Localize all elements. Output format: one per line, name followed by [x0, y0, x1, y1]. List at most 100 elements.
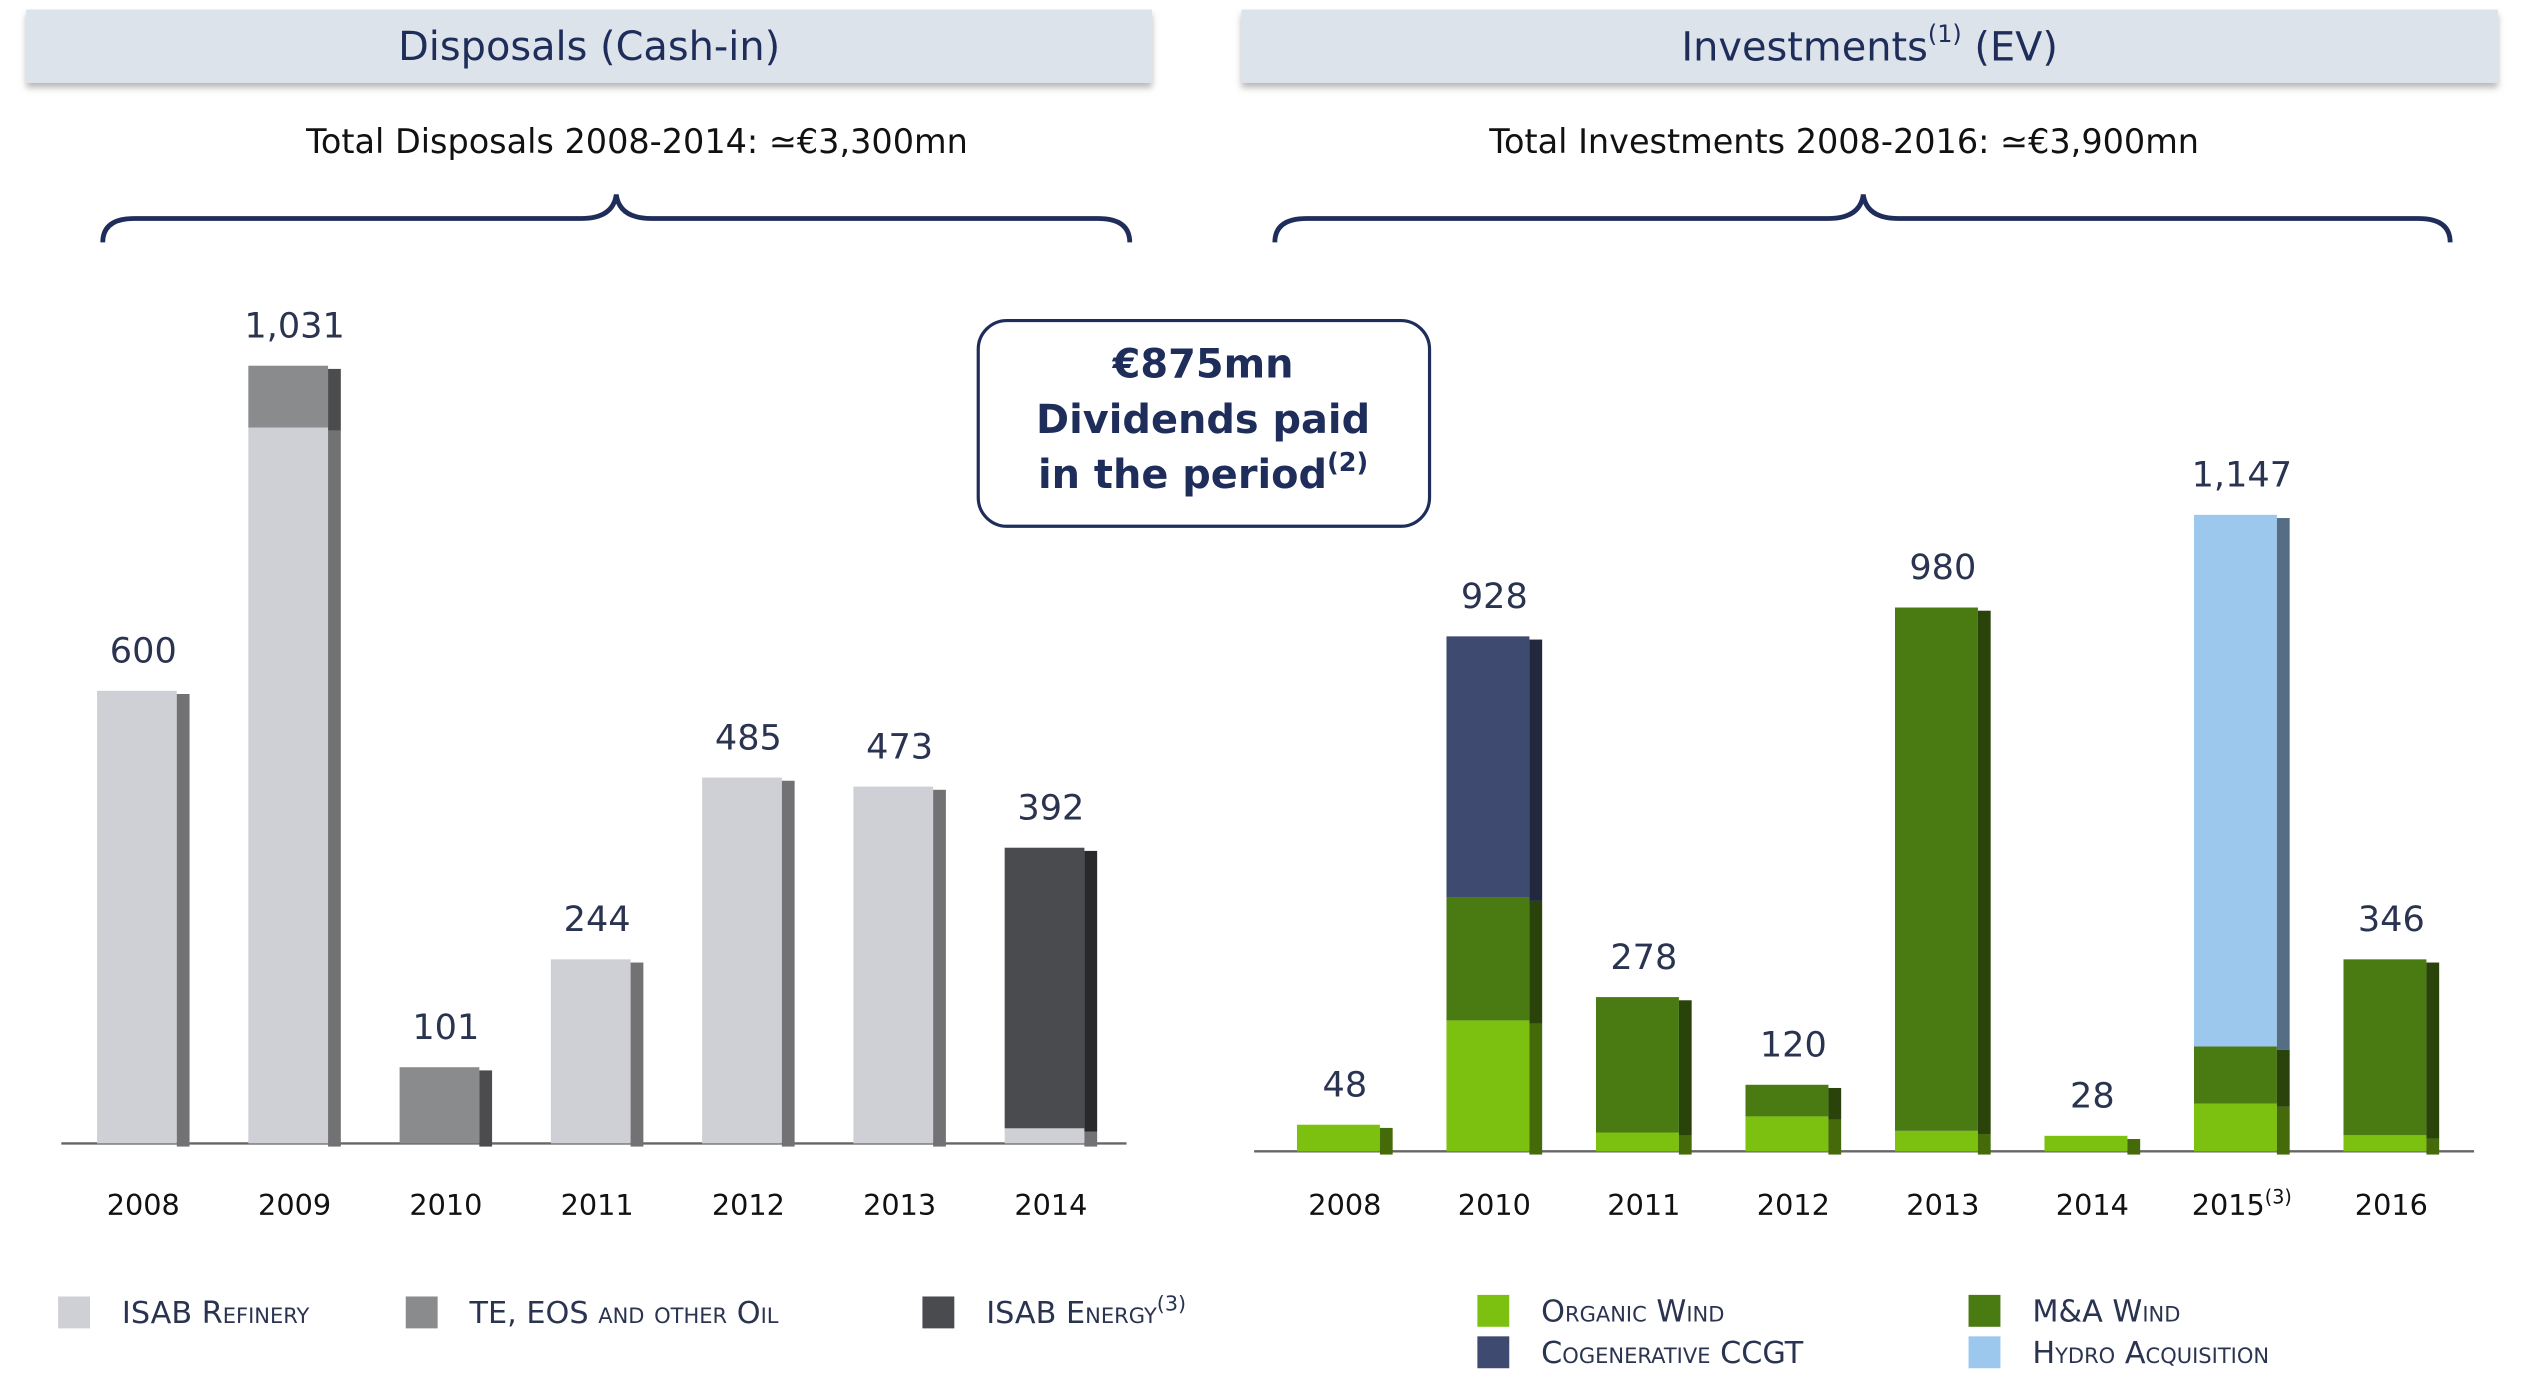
bar-segment	[1595, 1132, 1679, 1152]
bar-side	[2426, 962, 2440, 1139]
category: 2014	[2056, 1188, 2129, 1222]
x-tick-label: 2011	[1607, 1188, 1680, 1222]
category: 2011	[561, 1188, 634, 1222]
bar-side	[1529, 639, 1543, 901]
bar-segment	[1004, 847, 1085, 1129]
header: Investments(1) (EV)	[1681, 20, 2058, 70]
bar-side	[2276, 1049, 2290, 1107]
bar-side	[781, 780, 795, 1147]
bar-segment	[1745, 1116, 1829, 1152]
header-text: Investments	[1681, 24, 1928, 70]
x-tick-label: 2015(3)	[2192, 1185, 2292, 1222]
bar-segment	[1894, 1130, 1978, 1152]
data-label: 101	[412, 1007, 479, 1048]
bar-segment	[1446, 897, 1530, 1021]
bar-segment	[2193, 1103, 2277, 1152]
x-tick-label: 2012	[712, 1188, 785, 1222]
bar-side	[2276, 1106, 2290, 1155]
legend-name: TE, EOS and other Oil	[469, 1296, 779, 1331]
legend-label: TE, EOS and other Oil	[469, 1296, 779, 1331]
data-label: 928	[1461, 576, 1528, 617]
callout-line: in the period	[1038, 451, 1327, 497]
header-box	[1241, 9, 2498, 83]
category: 2012	[1757, 1188, 1830, 1222]
bar-side	[630, 962, 644, 1147]
x-tick-label: 2010	[409, 1188, 482, 1222]
bar-segment	[1446, 1020, 1530, 1152]
category: 2015	[2192, 1188, 2265, 1222]
data-label: 244	[564, 899, 631, 940]
bar-side	[1084, 1131, 1098, 1147]
brace	[1272, 194, 2453, 243]
callout-box	[976, 318, 1432, 528]
bar-segment	[399, 1067, 480, 1144]
data-label: 28	[2070, 1076, 2115, 1117]
bar-segment	[702, 777, 782, 1144]
bar-side	[2276, 518, 2290, 1050]
bar-side	[1678, 1135, 1692, 1155]
legend-name: Organic Wind	[1541, 1294, 1724, 1329]
bar-side	[1977, 610, 1991, 1135]
bar-side	[2426, 1138, 2440, 1155]
bar-segment	[97, 690, 177, 1144]
bar-side	[328, 368, 341, 431]
legend-swatch	[1968, 1294, 2001, 1327]
bar-segment	[1894, 607, 1978, 1131]
legend-swatch	[58, 1296, 90, 1329]
header-suffix: (EV)	[1962, 24, 2058, 70]
data-label: 600	[110, 631, 177, 672]
bar-side	[1828, 1087, 1842, 1120]
category: 2008	[1308, 1188, 1381, 1222]
data-label: 1,031	[244, 305, 344, 346]
legend-swatch	[1477, 1336, 1510, 1369]
category: 2013	[863, 1188, 936, 1222]
legend-swatch	[922, 1296, 955, 1329]
category: 2014	[1014, 1188, 1087, 1222]
bar-segment	[2044, 1135, 2128, 1152]
bar-side	[1379, 1127, 1393, 1155]
bar-segment	[2343, 959, 2427, 1136]
bar-side	[1678, 1000, 1692, 1136]
data-label: 392	[1017, 787, 1084, 828]
data-label: 120	[1760, 1024, 1827, 1065]
callout-text: in the period(2)	[1038, 448, 1368, 497]
legend-name: Cogenerative CCGT	[1541, 1335, 1804, 1370]
header: Disposals (Cash-in)	[398, 24, 780, 70]
bar-side	[1529, 900, 1543, 1024]
category: 2016	[2355, 1188, 2428, 1222]
x-tick-label: 2014	[1014, 1188, 1087, 1222]
x-tick-label: 2012	[1757, 1188, 1830, 1222]
x-tick-label: 2013	[1906, 1188, 1979, 1222]
bar-segment	[853, 786, 934, 1144]
bar-segment	[2193, 1046, 2277, 1104]
legend-label: ISAB Refinery	[122, 1296, 310, 1331]
bar-side	[328, 430, 341, 1147]
bar-side	[1977, 1134, 1991, 1155]
subtitle: Total Disposals 2008-2014: ≃€3,300mn	[305, 122, 968, 161]
data-label: 473	[866, 726, 933, 767]
data-label: 980	[1909, 547, 1976, 588]
data-label: 1,147	[2192, 455, 2292, 496]
bar-side	[933, 789, 946, 1147]
bar-segment	[2193, 514, 2277, 1047]
legend-label: M&A Wind	[2032, 1294, 2180, 1329]
category: 2013	[1906, 1188, 1979, 1222]
x-tick-label: 2008	[1308, 1188, 1381, 1222]
bar-side	[176, 694, 190, 1147]
category: 2011	[1607, 1188, 1680, 1222]
legend-swatch	[1477, 1294, 1510, 1327]
x-tick-label: 2013	[863, 1188, 936, 1222]
callout-text: €875mn	[1112, 341, 1294, 387]
x-tick-label: 2008	[107, 1188, 180, 1222]
callout-sup: (2)	[1327, 448, 1368, 478]
category: 2010	[1458, 1188, 1531, 1222]
bar-segment	[1296, 1124, 1380, 1152]
legend-note: (3)	[1157, 1291, 1186, 1315]
legend-name: ISAB Energy	[986, 1296, 1157, 1331]
x-tick-label: 2010	[1458, 1188, 1531, 1222]
category: 2008	[107, 1188, 180, 1222]
legend-name: M&A Wind	[2032, 1294, 2180, 1329]
bar-side	[1828, 1119, 1842, 1155]
